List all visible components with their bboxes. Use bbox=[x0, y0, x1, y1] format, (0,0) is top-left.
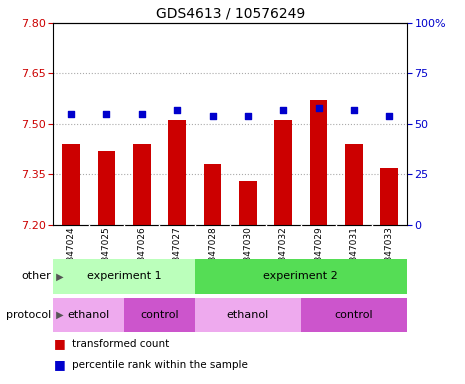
Bar bbox=[204, 164, 221, 225]
Bar bbox=[239, 181, 257, 225]
Text: ■: ■ bbox=[53, 358, 65, 371]
Bar bbox=[274, 121, 292, 225]
Point bbox=[138, 111, 146, 117]
Text: GSM847030: GSM847030 bbox=[243, 227, 252, 281]
Text: other: other bbox=[21, 271, 51, 281]
Text: GSM847026: GSM847026 bbox=[137, 227, 146, 281]
Bar bbox=[98, 151, 115, 225]
Text: ethanol: ethanol bbox=[227, 310, 269, 320]
Point bbox=[103, 111, 110, 117]
Text: GSM847028: GSM847028 bbox=[208, 227, 217, 281]
Text: ▶: ▶ bbox=[53, 271, 64, 281]
Bar bbox=[380, 167, 398, 225]
Point bbox=[209, 113, 216, 119]
Text: control: control bbox=[334, 310, 373, 320]
Text: control: control bbox=[140, 310, 179, 320]
Text: GSM847027: GSM847027 bbox=[173, 227, 182, 281]
Text: experiment 2: experiment 2 bbox=[264, 271, 338, 281]
Point bbox=[67, 111, 75, 117]
Text: GSM847024: GSM847024 bbox=[66, 227, 76, 281]
Point bbox=[173, 107, 181, 113]
Bar bbox=[310, 100, 327, 225]
Point bbox=[315, 105, 322, 111]
Text: ■: ■ bbox=[53, 337, 65, 350]
Text: ethanol: ethanol bbox=[68, 310, 110, 320]
Text: GSM847033: GSM847033 bbox=[385, 227, 394, 281]
Point bbox=[244, 113, 252, 119]
Text: GSM847031: GSM847031 bbox=[349, 227, 359, 281]
Text: GSM847029: GSM847029 bbox=[314, 227, 323, 281]
Text: percentile rank within the sample: percentile rank within the sample bbox=[72, 360, 248, 370]
Text: protocol: protocol bbox=[6, 310, 51, 320]
Text: transformed count: transformed count bbox=[72, 339, 169, 349]
Point bbox=[350, 107, 358, 113]
Text: ▶: ▶ bbox=[53, 310, 64, 320]
Bar bbox=[133, 144, 151, 225]
Bar bbox=[168, 121, 186, 225]
Bar bbox=[62, 144, 80, 225]
Bar bbox=[345, 144, 363, 225]
Text: experiment 1: experiment 1 bbox=[87, 271, 161, 281]
Point bbox=[279, 107, 287, 113]
Text: GSM847032: GSM847032 bbox=[279, 227, 288, 281]
Title: GDS4613 / 10576249: GDS4613 / 10576249 bbox=[156, 7, 305, 20]
Point bbox=[385, 113, 393, 119]
Text: GSM847025: GSM847025 bbox=[102, 227, 111, 281]
